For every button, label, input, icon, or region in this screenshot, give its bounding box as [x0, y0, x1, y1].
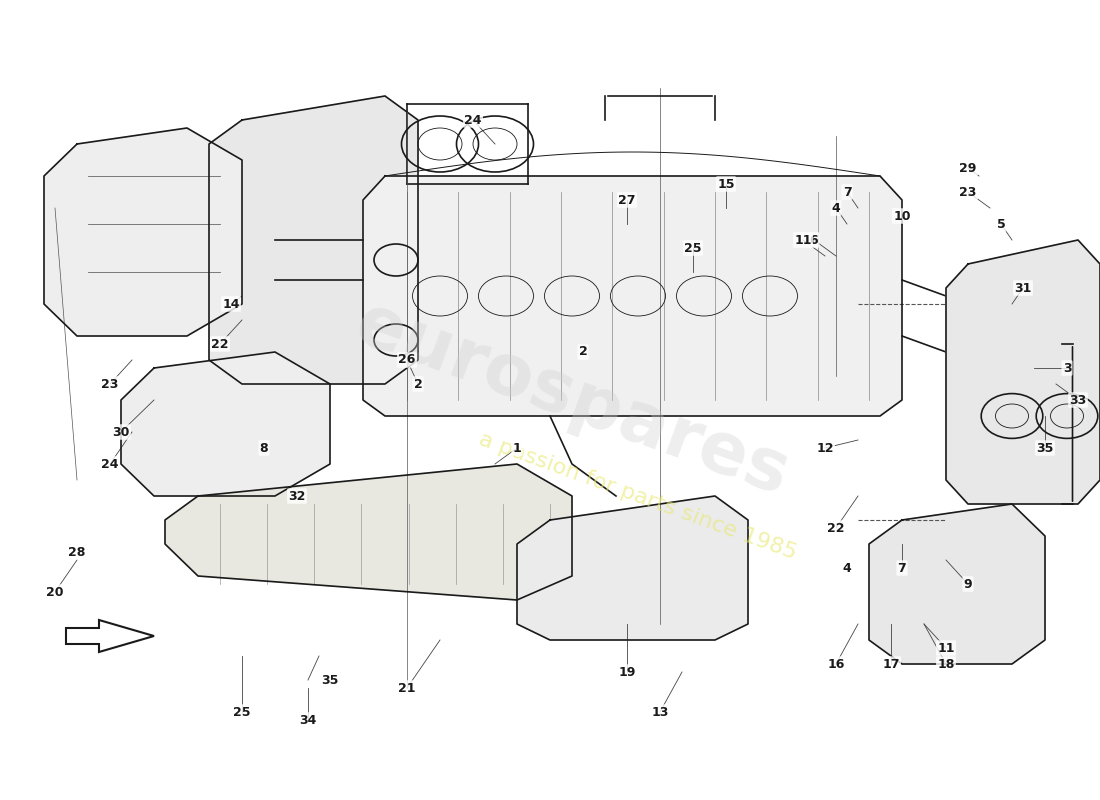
Text: 8: 8 — [260, 442, 268, 454]
Text: 21: 21 — [398, 682, 416, 694]
Text: 2: 2 — [414, 378, 422, 390]
Text: 23: 23 — [101, 378, 119, 390]
Polygon shape — [66, 620, 154, 652]
Text: 22: 22 — [827, 522, 845, 534]
Text: a passion for parts since 1985: a passion for parts since 1985 — [476, 429, 800, 563]
Text: 29: 29 — [959, 162, 977, 174]
Text: 19: 19 — [618, 666, 636, 678]
Text: 20: 20 — [46, 586, 64, 598]
Text: 7: 7 — [898, 562, 906, 574]
Text: 34: 34 — [299, 714, 317, 726]
Text: 5: 5 — [997, 218, 1005, 230]
Text: 27: 27 — [618, 194, 636, 206]
Text: 4: 4 — [832, 202, 840, 214]
Text: 26: 26 — [398, 354, 416, 366]
Polygon shape — [946, 240, 1100, 504]
Text: 4: 4 — [843, 562, 851, 574]
Text: 16: 16 — [827, 658, 845, 670]
Text: 7: 7 — [843, 186, 851, 198]
Text: 35: 35 — [321, 674, 339, 686]
Text: 33: 33 — [1069, 394, 1087, 406]
Text: 14: 14 — [222, 298, 240, 310]
Text: 25: 25 — [684, 242, 702, 254]
Text: eurospares: eurospares — [345, 290, 799, 510]
Text: 15: 15 — [717, 178, 735, 190]
Text: 23: 23 — [959, 186, 977, 198]
Text: 2: 2 — [579, 346, 587, 358]
Text: 1: 1 — [513, 442, 521, 454]
Text: 32: 32 — [288, 490, 306, 502]
Text: 12: 12 — [816, 442, 834, 454]
Text: 24: 24 — [101, 458, 119, 470]
Text: 6: 6 — [810, 234, 818, 246]
Polygon shape — [165, 464, 572, 600]
Text: 35: 35 — [1036, 442, 1054, 454]
Text: 3: 3 — [1063, 362, 1071, 374]
Polygon shape — [869, 504, 1045, 664]
Text: 31: 31 — [1014, 282, 1032, 294]
Text: 28: 28 — [68, 546, 86, 558]
Polygon shape — [209, 96, 418, 384]
Text: 30: 30 — [112, 426, 130, 438]
Text: 9: 9 — [964, 578, 972, 590]
Text: 10: 10 — [893, 210, 911, 222]
Polygon shape — [44, 128, 242, 336]
Polygon shape — [121, 352, 330, 496]
Text: 11: 11 — [937, 642, 955, 654]
Text: 11: 11 — [794, 234, 812, 246]
Polygon shape — [363, 176, 902, 416]
Text: 24: 24 — [464, 114, 482, 126]
Text: 25: 25 — [233, 706, 251, 718]
Text: 22: 22 — [211, 338, 229, 350]
Text: 13: 13 — [651, 706, 669, 718]
Text: 17: 17 — [882, 658, 900, 670]
Text: 18: 18 — [937, 658, 955, 670]
Polygon shape — [517, 496, 748, 640]
